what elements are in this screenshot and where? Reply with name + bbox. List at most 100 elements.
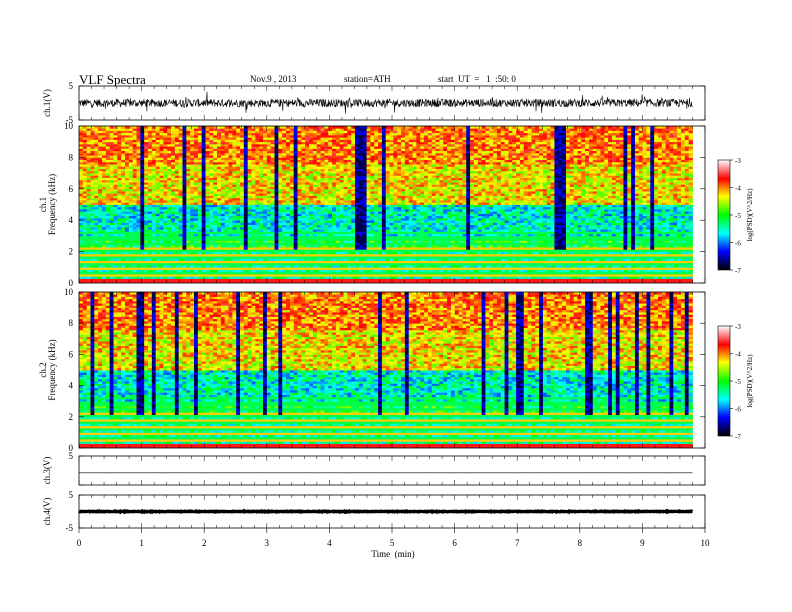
spectrogram-cell xyxy=(247,126,252,129)
spectrogram-cell xyxy=(178,202,183,205)
spectrogram-cell xyxy=(232,139,237,143)
spectrogram-cell xyxy=(121,258,126,261)
spectrogram-cell xyxy=(228,186,233,190)
spectrogram-cell xyxy=(205,157,210,161)
spectrogram-cell xyxy=(266,251,272,255)
spectrogram-cell xyxy=(94,253,99,257)
spectrogram-cell xyxy=(140,267,145,270)
spectrogram-cell xyxy=(79,179,84,183)
spectrogram-cell xyxy=(228,222,233,226)
spectrogram-cell xyxy=(121,200,126,203)
spectrogram-cell xyxy=(255,233,260,237)
spectrogram-cell xyxy=(343,215,348,219)
spectrogram-cell xyxy=(79,186,84,190)
spectrogram-cell xyxy=(82,267,88,270)
spectrogram-cell xyxy=(309,280,314,283)
spectrogram-cell xyxy=(132,265,137,268)
spectrogram-cell xyxy=(121,260,126,264)
spectrogram-cell xyxy=(335,251,341,255)
spectrogram-cell xyxy=(343,208,348,212)
spectrogram-cell xyxy=(289,265,295,268)
spectrogram-cell xyxy=(339,220,344,223)
spectrogram-cell xyxy=(186,173,191,176)
spectrogram-cell xyxy=(343,253,348,257)
spectrogram-cell xyxy=(255,244,260,248)
spectrogram-cell xyxy=(171,280,176,283)
spectrogram-cell xyxy=(289,168,295,172)
spectrogram-cell xyxy=(105,202,111,205)
spectrogram-cell xyxy=(224,170,229,174)
spectrogram-cell xyxy=(232,195,237,199)
spectrogram-cell xyxy=(197,226,203,230)
spectrogram-cell xyxy=(228,134,233,138)
spectrogram-cell xyxy=(178,166,183,170)
spectrogram-cell xyxy=(266,208,272,212)
spectrogram-cell xyxy=(274,141,279,145)
spectrogram-cell xyxy=(332,208,337,212)
spectrogram-cell xyxy=(151,161,157,165)
spectrogram-cell xyxy=(255,200,260,203)
spectrogram-cell xyxy=(98,186,103,190)
spectrogram-cell xyxy=(289,141,295,145)
spectrogram-cell xyxy=(144,242,149,246)
spectrogram-cell xyxy=(98,260,103,264)
spectrogram-cell xyxy=(86,211,91,214)
spectrogram-cell xyxy=(121,271,126,275)
spectrogram-cell xyxy=(247,276,252,279)
spectrogram-cell xyxy=(167,247,172,250)
spectrogram-cell xyxy=(251,200,256,203)
spectrogram-cell xyxy=(274,244,279,248)
spectrogram-cell xyxy=(82,217,88,221)
spectrogram-cell xyxy=(224,200,229,203)
spectrogram-cell xyxy=(332,206,337,210)
spectrogram-cell xyxy=(259,130,264,134)
spectrogram-cell xyxy=(205,240,210,244)
spectrogram-cell xyxy=(98,139,103,143)
spectrogram-cell xyxy=(136,200,141,203)
spectrogram-cell xyxy=(335,242,341,246)
spectrogram-cell xyxy=(266,200,272,203)
spectrogram-cell xyxy=(151,238,157,241)
spectrogram-cell xyxy=(335,253,341,257)
spectrogram-cell xyxy=(228,262,233,266)
spectrogram-cell xyxy=(305,222,310,226)
spectrogram-cell xyxy=(335,276,341,279)
spectrogram-cell xyxy=(328,148,333,152)
spectrogram-cell xyxy=(197,168,203,172)
spectrogram-cell xyxy=(255,269,260,273)
spectrogram-cell xyxy=(90,132,95,136)
spectrogram-cell xyxy=(136,137,141,140)
spectrogram-cell xyxy=(125,222,130,226)
spectrogram-cell xyxy=(297,244,302,248)
spectrogram-cell xyxy=(301,262,306,266)
spectrogram-cell xyxy=(109,152,114,156)
spectrogram-cell xyxy=(209,253,214,257)
spectrogram-cell xyxy=(289,200,295,203)
spectrogram-cell xyxy=(289,132,295,136)
spectrogram-cell xyxy=(98,143,103,147)
spectrogram-cell xyxy=(328,193,333,196)
spectrogram-cell xyxy=(305,179,310,183)
spectrogram-cell xyxy=(197,197,203,201)
spectrogram-cell xyxy=(309,231,314,235)
spectrogram-cell xyxy=(297,213,302,217)
spectrogram-cell xyxy=(274,148,279,152)
spectrogram-cell xyxy=(155,184,160,187)
spectrogram-cell xyxy=(113,155,118,158)
spectrogram-cell xyxy=(102,182,107,185)
spectrogram-cell xyxy=(309,184,314,187)
spectrogram-cell xyxy=(251,134,256,138)
spectrogram-cell xyxy=(220,159,226,163)
spectrogram-cell xyxy=(136,197,141,201)
spectrogram-cell xyxy=(217,274,222,277)
spectrogram-cell xyxy=(159,262,164,266)
spectrogram-cell xyxy=(94,150,99,154)
spectrogram-cell xyxy=(109,249,114,252)
spectrogram-cell xyxy=(259,265,264,268)
spectrogram-cell xyxy=(259,247,264,250)
spectrogram-cell xyxy=(232,271,237,275)
spectrogram-cell xyxy=(171,195,176,199)
spectrogram-cell xyxy=(220,150,226,154)
spectrogram-cell xyxy=(220,220,226,223)
spectrogram-cell xyxy=(316,206,321,210)
